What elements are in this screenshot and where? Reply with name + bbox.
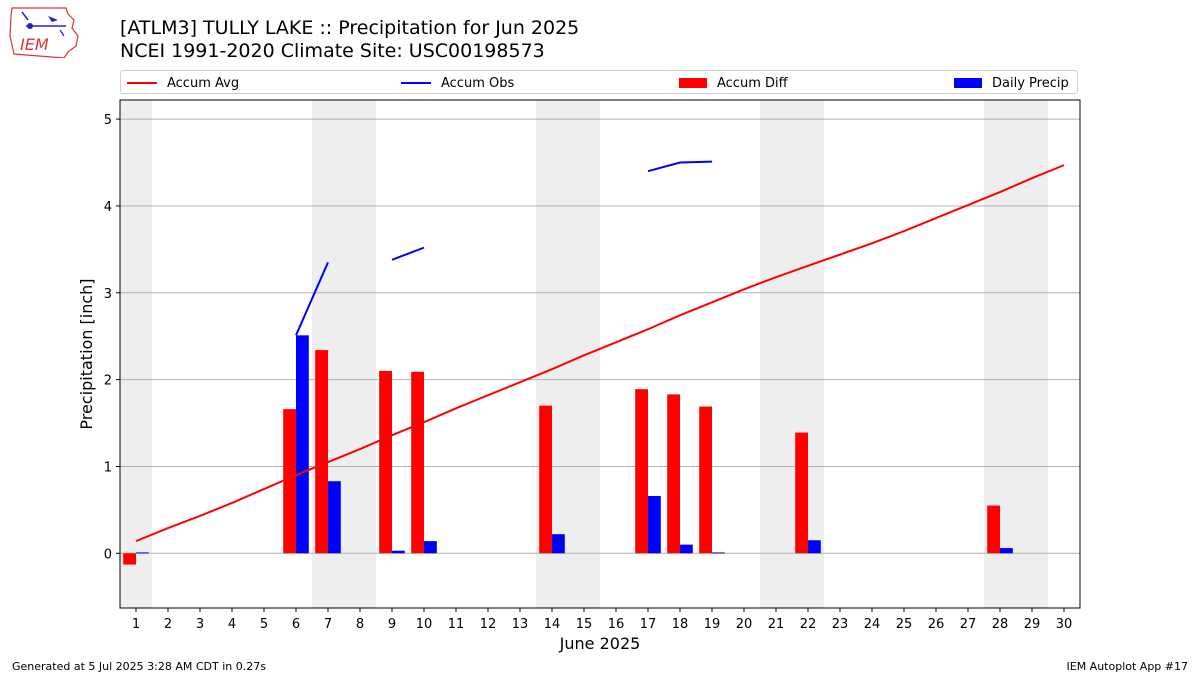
- x-tick-label-12: 12: [480, 617, 497, 632]
- accum-diff-bar-day-6: [283, 409, 296, 554]
- x-tick-label-14: 14: [544, 617, 561, 632]
- y-axis-label: Precipitation [inch]: [77, 278, 96, 429]
- legend-item-accum-diff: Accum Diff: [679, 74, 788, 92]
- legend-swatch-accum-obs: [401, 82, 431, 84]
- accum-avg-line: [135, 164, 1065, 543]
- plot-frame: [119, 99, 1081, 609]
- weekend-band-1: [120, 100, 152, 608]
- accum-diff-bar-day-17: [635, 389, 648, 554]
- legend-swatch-accum-diff: [679, 78, 707, 88]
- accum-diff-bar-day-1: [123, 553, 136, 565]
- legend-label-daily-precip: Daily Precip: [992, 75, 1069, 91]
- x-tick-label-30: 30: [1056, 617, 1073, 632]
- legend-item-accum-avg: Accum Avg: [127, 74, 239, 92]
- x-tick-label-23: 23: [832, 617, 849, 632]
- y-tick-label-3: 3: [104, 287, 112, 302]
- app-label: IEM Autoplot App #17: [1066, 660, 1189, 673]
- x-tick-label-15: 15: [576, 617, 593, 632]
- x-axis-label: June 2025: [559, 634, 641, 653]
- legend-label-accum-avg: Accum Avg: [167, 75, 240, 91]
- x-tick-label-4: 4: [228, 617, 236, 632]
- x-tick-label-29: 29: [1024, 617, 1041, 632]
- x-tick-label-16: 16: [608, 617, 625, 632]
- daily-precip-bar-day-22: [808, 540, 821, 554]
- chart-title: [ATLM3] TULLY LAKE :: Precipitation for …: [120, 17, 580, 39]
- bars: [123, 335, 1013, 565]
- x-tick-label-28: 28: [992, 617, 1009, 632]
- accum-diff-bar-day-19: [699, 406, 712, 554]
- daily-precip-bar-day-19: [712, 552, 725, 554]
- x-tick-label-7: 7: [324, 617, 332, 632]
- y-tick-label-5: 5: [104, 113, 112, 128]
- legend-swatch-daily-precip: [954, 78, 982, 88]
- logo-text: IEM: [20, 35, 49, 54]
- weekend-band-29: [1016, 100, 1048, 608]
- x-tick-label-27: 27: [960, 617, 977, 632]
- x-tick-label-19: 19: [704, 617, 721, 632]
- daily-precip-bar-day-7: [328, 481, 341, 554]
- x-tick-label-8: 8: [356, 617, 364, 632]
- legend-swatch-accum-avg: [127, 82, 157, 84]
- weekend-band-15: [568, 100, 600, 608]
- generated-timestamp: Generated at 5 Jul 2025 3:28 AM CDT in 0…: [12, 660, 266, 673]
- x-tick-label-2: 2: [164, 617, 172, 632]
- accum-obs-line-segment-2: [391, 246, 425, 261]
- accum-diff-bar-day-9: [379, 370, 392, 554]
- x-tick-label-18: 18: [672, 617, 689, 632]
- accum-diff-bar-day-10: [411, 371, 424, 554]
- x-tick-label-9: 9: [388, 617, 396, 632]
- x-tick-label-10: 10: [416, 617, 433, 632]
- legend-item-accum-obs: Accum Obs: [401, 74, 514, 92]
- daily-precip-bar-day-10: [424, 541, 437, 554]
- daily-precip-bar-day-18: [680, 544, 693, 554]
- accum-diff-bar-day-28: [987, 505, 1000, 554]
- x-tick-label-20: 20: [736, 617, 753, 632]
- iem-logo: IEM: [9, 7, 79, 58]
- x-tick-label-13: 13: [512, 617, 529, 632]
- legend-label-accum-obs: Accum Obs: [441, 75, 515, 91]
- y-tick-label-2: 2: [104, 374, 112, 389]
- weekend-band-21: [760, 100, 792, 608]
- x-tick-label-24: 24: [864, 617, 881, 632]
- accum-diff-bar-day-14: [539, 405, 552, 554]
- weekend-shading: [120, 100, 1048, 608]
- accum-obs-line-segment-1: [295, 261, 329, 336]
- y-tick-label-0: 0: [104, 547, 112, 562]
- x-tick-label-1: 1: [132, 617, 140, 632]
- daily-precip-bar-day-1: [136, 552, 149, 554]
- y-tick-label-1: 1: [104, 460, 112, 475]
- legend-label-accum-diff: Accum Diff: [717, 75, 788, 91]
- gridlines: [120, 118, 1080, 554]
- x-tick-label-22: 22: [800, 617, 817, 632]
- chart-subtitle: NCEI 1991-2020 Climate Site: USC00198573: [120, 40, 545, 62]
- accum-diff-bar-day-22: [795, 432, 808, 554]
- lines: [135, 160, 1065, 543]
- x-tick-label-3: 3: [196, 617, 204, 632]
- x-tick-label-25: 25: [896, 617, 913, 632]
- accum-obs-line-segment-3: [647, 160, 713, 173]
- daily-precip-bar-day-28: [1000, 548, 1013, 554]
- accum-diff-bar-day-7: [315, 350, 328, 554]
- x-tick-label-11: 11: [448, 617, 465, 632]
- x-tick-label-5: 5: [260, 617, 268, 632]
- legend: Accum Avg Accum Obs Accum Diff Daily Pre…: [120, 70, 1078, 94]
- daily-precip-bar-day-14: [552, 534, 565, 554]
- daily-precip-bar-day-17: [648, 495, 661, 554]
- weekend-band-8: [344, 100, 376, 608]
- daily-precip-bar-day-9: [392, 550, 405, 554]
- x-tick-label-21: 21: [768, 617, 785, 632]
- x-tick-label-17: 17: [640, 617, 657, 632]
- legend-item-daily-precip: Daily Precip: [954, 74, 1069, 92]
- daily-precip-bar-day-6: [296, 335, 309, 554]
- x-tick-label-6: 6: [292, 617, 300, 632]
- y-tick-label-4: 4: [104, 200, 112, 215]
- x-tick-label-26: 26: [928, 617, 945, 632]
- accum-diff-bar-day-18: [667, 394, 680, 554]
